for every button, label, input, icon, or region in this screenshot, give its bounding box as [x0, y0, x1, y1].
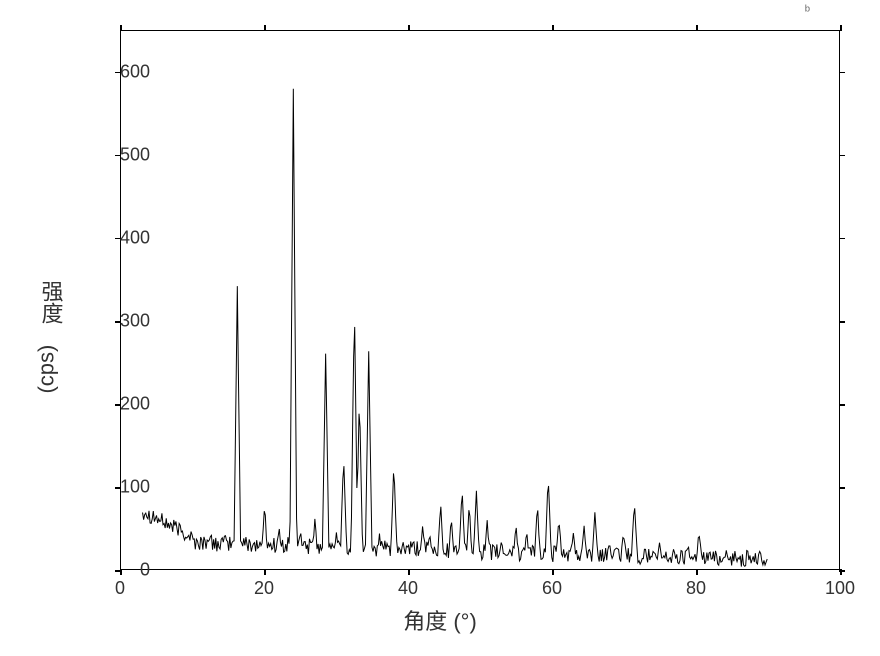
x-axis-title: 角度 (°): [403, 604, 477, 636]
y-axis-title: 强度 (cps): [30, 280, 71, 381]
subplot-label: ᵇ: [805, 2, 810, 18]
y-tick: [839, 404, 845, 406]
x-tick: [264, 569, 266, 575]
x-tick-label: 80: [686, 578, 706, 599]
y-axis-label-unit: (cps): [34, 345, 58, 394]
x-tick-label: 40: [398, 578, 418, 599]
xrd-chart: ᵇ 强度 (cps) 角度 (°) 0100200300400500600020…: [0, 0, 880, 656]
x-tick: [552, 569, 554, 575]
x-tick-label: 0: [115, 578, 125, 599]
x-tick: [840, 569, 842, 575]
x-tick: [552, 25, 554, 31]
y-tick-label: 100: [90, 476, 150, 497]
y-tick-label: 600: [90, 61, 150, 82]
x-tick: [696, 569, 698, 575]
x-tick-label: 60: [542, 578, 562, 599]
x-tick: [120, 25, 122, 31]
y-tick-label: 200: [90, 393, 150, 414]
x-tick: [696, 25, 698, 31]
data-line: [121, 31, 839, 569]
x-tick: [840, 25, 842, 31]
x-tick: [264, 25, 266, 31]
y-tick: [839, 238, 845, 240]
y-axis-label-cn: 强度: [38, 280, 62, 324]
x-tick-label: 100: [825, 578, 855, 599]
x-tick: [408, 569, 410, 575]
y-tick: [839, 321, 845, 323]
y-tick: [839, 155, 845, 157]
x-tick: [408, 25, 410, 31]
y-tick: [839, 72, 845, 74]
plot-area: [120, 30, 840, 570]
y-tick: [839, 487, 845, 489]
y-tick-label: 400: [90, 227, 150, 248]
x-tick-label: 20: [254, 578, 274, 599]
y-tick-label: 300: [90, 310, 150, 331]
y-tick-label: 500: [90, 144, 150, 165]
